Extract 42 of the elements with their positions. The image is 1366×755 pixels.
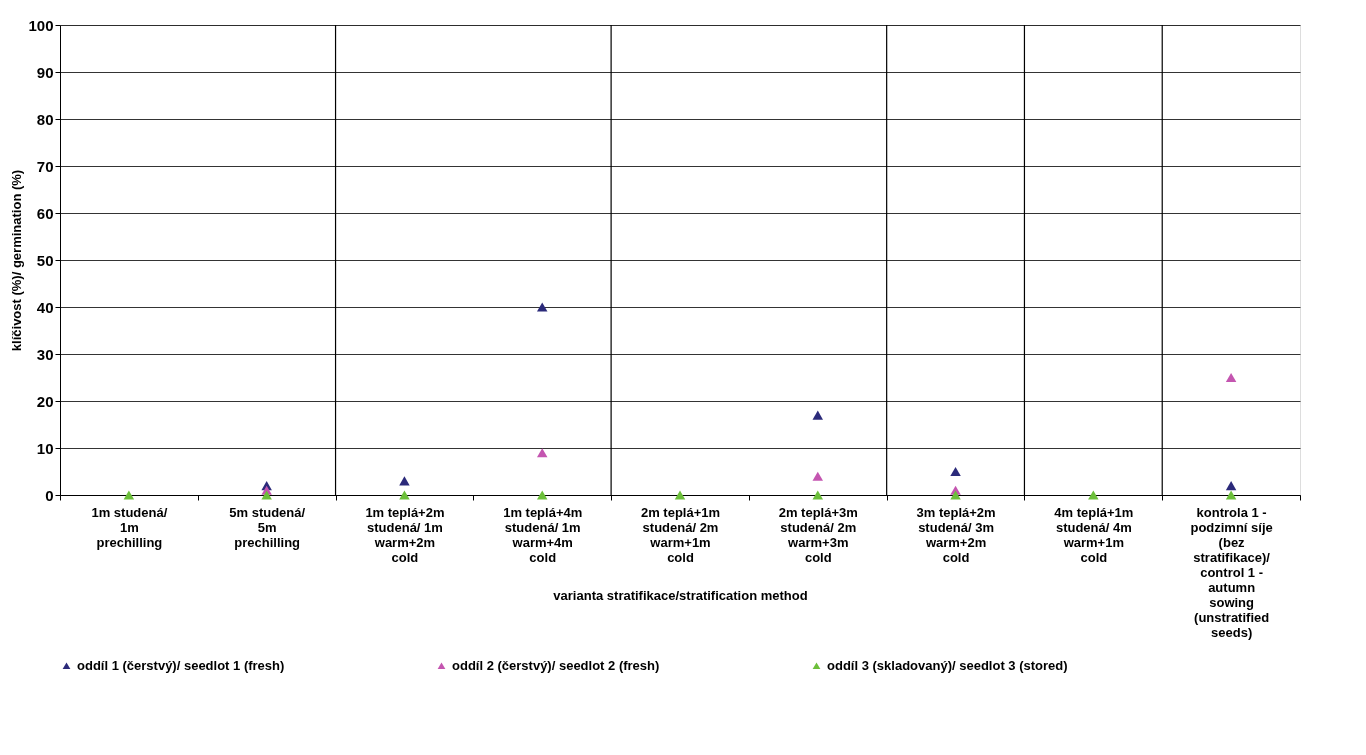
point [536,302,548,312]
x-tick-label: 1m teplá+2m studená/ 1m warm+2m cold [365,504,445,565]
point [261,490,272,500]
y-tick-label: 60 [36,204,54,222]
point [674,490,686,500]
y-tick-label: 30 [36,345,54,363]
x-axis-title: varianta stratifikace/stratification method [553,587,808,603]
x-tick-label: 4m teplá+1m studená/ 4m warm+1m cold [1054,504,1134,565]
category-label: kontrola 1 - podzimní síje (bez stratifikace)/ control 1 - autumn sowing (unstratified seeds) [1190,504,1273,640]
y-tick-label: 100 [28,16,54,34]
point [950,466,961,477]
y-tick-label: 80 [36,110,54,128]
x-tick-label: 2m teplá+3m studená/ 2m warm+3m cold [778,504,858,565]
y-axis-title: klíčivost (%)/ germination (%) [9,169,25,352]
x-tick-label: 5m studená/ 5m prechilling [229,504,306,550]
point [1088,490,1099,500]
legend-label: oddíl 3 (skladovaný)/ seedlot 3 (stored) [827,657,1068,673]
point [1225,490,1237,500]
point [812,410,824,420]
y-tick-label: 20 [36,392,54,410]
y-tick-label: 40 [36,298,54,316]
point [399,476,410,486]
y-tick-label: 90 [36,63,54,81]
point [812,471,824,481]
point [812,490,824,500]
x-tick-label: 1m studená/ 1m prechilling [91,504,168,550]
y-tick-label: 70 [36,157,54,175]
legend-label: oddíl 1 (čerstvý)/ seedlot 1 (fresh) [77,657,285,673]
point [1225,481,1237,491]
y-tick-label: 50 [36,251,54,269]
point [1225,372,1237,383]
legend-label: oddíl 2 (čerstvý)/ seedlot 2 (fresh) [452,657,660,673]
x-tick-label: 1m teplá+4m studená/ 1m warm+4m cold [503,504,583,565]
point [123,490,135,500]
point [536,490,548,500]
y-tick-label: 0 [45,486,54,504]
point [950,490,961,500]
x-tick-label: 2m teplá+1m studená/ 2m warm+1m cold [640,504,721,565]
point [536,448,548,458]
point [399,490,410,500]
y-tick-label: 10 [36,439,54,457]
x-tick-label: 3m teplá+2m studená/ 3m warm+2m cold [916,504,996,565]
